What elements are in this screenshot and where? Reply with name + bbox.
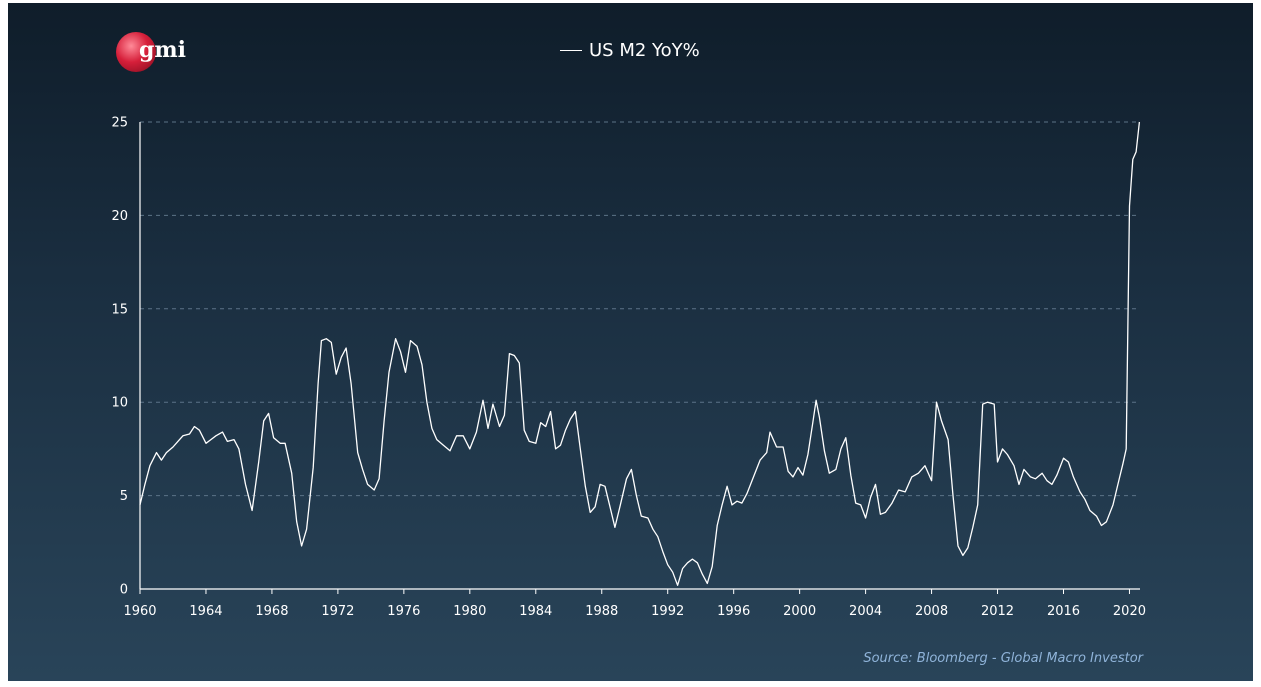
source-note: Source: Bloomberg - Global Macro Investo… bbox=[863, 651, 1143, 666]
legend-swatch bbox=[560, 49, 582, 51]
x-tick-label-1972: 1972 bbox=[321, 604, 354, 619]
y-tick-label-15: 15 bbox=[111, 302, 128, 317]
legend-label: US M2 YoY% bbox=[589, 39, 700, 61]
gmi-logo: gmi bbox=[110, 30, 200, 74]
x-tick-label-1988: 1988 bbox=[585, 604, 618, 619]
logo-text: gmi bbox=[139, 37, 187, 63]
y-tick-label-0: 0 bbox=[120, 583, 128, 598]
x-tick-label-1996: 1996 bbox=[717, 604, 750, 619]
x-tick-label-1960: 1960 bbox=[123, 604, 156, 619]
x-tick-label-2012: 2012 bbox=[981, 604, 1014, 619]
x-tick-label-1968: 1968 bbox=[255, 604, 288, 619]
y-tick-label-25: 25 bbox=[111, 116, 128, 131]
x-tick-label-2016: 2016 bbox=[1047, 604, 1080, 619]
x-tick-label-2000: 2000 bbox=[783, 604, 816, 619]
y-tick-label-20: 20 bbox=[111, 209, 128, 224]
y-tick-label-10: 10 bbox=[111, 396, 128, 411]
x-tick-label-2004: 2004 bbox=[849, 604, 882, 619]
y-tick-label-5: 5 bbox=[120, 489, 128, 504]
chart-panel bbox=[8, 3, 1253, 681]
x-tick-label-1976: 1976 bbox=[387, 604, 420, 619]
globe-icon bbox=[116, 32, 156, 72]
x-tick-label-2008: 2008 bbox=[915, 604, 948, 619]
x-tick-label-2020: 2020 bbox=[1113, 604, 1146, 619]
x-tick-label-1980: 1980 bbox=[453, 604, 486, 619]
x-tick-label-1984: 1984 bbox=[519, 604, 552, 619]
series-line-0 bbox=[139, 121, 1141, 586]
x-tick-label-1964: 1964 bbox=[189, 604, 222, 619]
x-tick-label-1992: 1992 bbox=[651, 604, 684, 619]
legend: US M2 YoY% bbox=[560, 38, 700, 62]
